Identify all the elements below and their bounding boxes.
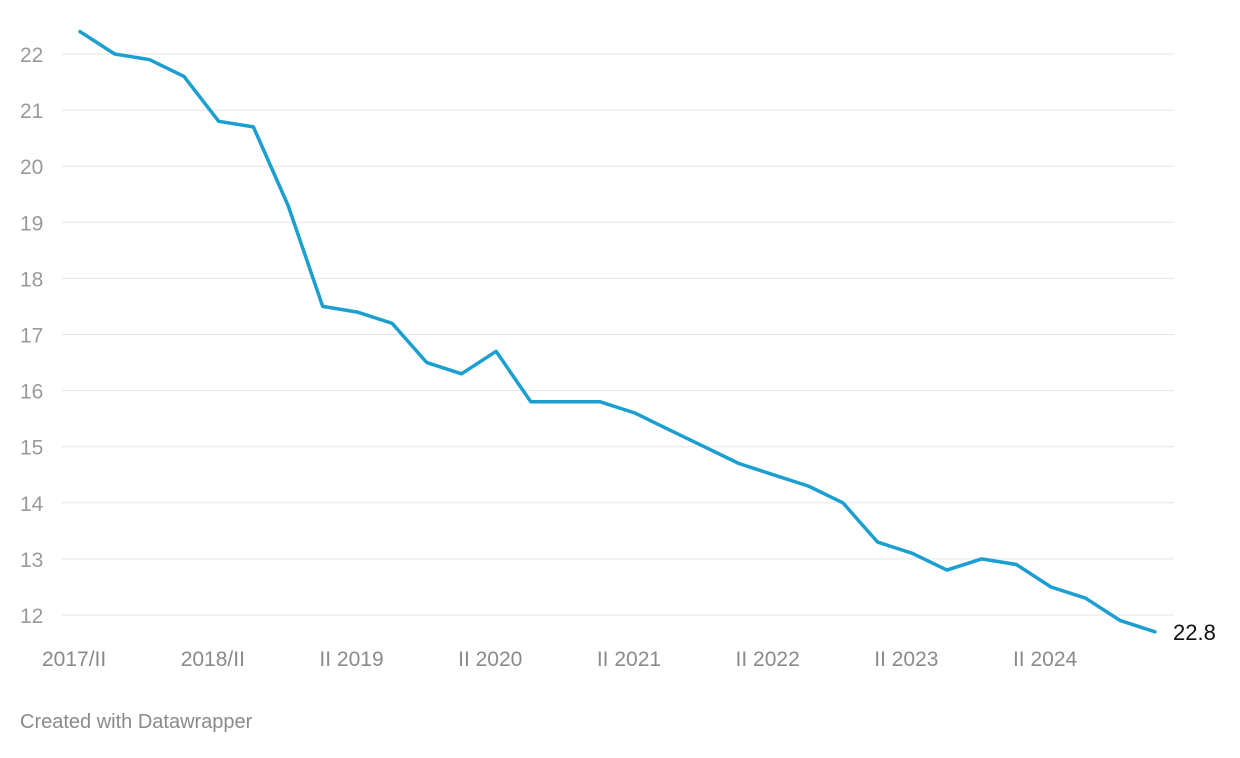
x-axis-ticks: 2017/II 2018/II II 2019 II 2020 II 2021 II 20… bbox=[42, 648, 1078, 671]
y-tick-label: 18 bbox=[20, 268, 43, 291]
y-tick-label: 15 bbox=[20, 437, 43, 460]
y-tick-label: 21 bbox=[20, 100, 43, 123]
x-tick-label: II 2024 bbox=[1013, 648, 1078, 671]
x-tick-label: 2018/II bbox=[181, 648, 245, 671]
y-tick-label: 19 bbox=[20, 212, 43, 235]
y-axis-ticks: 12 13 14 15 16 17 18 19 20 21 22 bbox=[20, 44, 44, 628]
y-tick-label: 20 bbox=[20, 156, 43, 179]
x-tick-label: II 2021 bbox=[597, 648, 661, 671]
y-tick-label: 16 bbox=[20, 381, 43, 404]
x-tick-label: II 2022 bbox=[736, 648, 800, 671]
series-line-0 bbox=[78, 29, 1157, 634]
grid-lines bbox=[62, 53, 1174, 616]
line-chart: 12 13 14 15 16 17 18 19 20 21 22 2017/II 2018/II II … bbox=[20, 29, 1216, 671]
end-value-label: 22.8 bbox=[1173, 620, 1216, 645]
y-tick-label: 22 bbox=[20, 44, 43, 67]
x-tick-label: 2017/II bbox=[42, 648, 106, 671]
y-tick-label: 17 bbox=[20, 325, 43, 348]
y-tick-label: 13 bbox=[20, 549, 43, 572]
x-tick-label: II 2023 bbox=[874, 648, 938, 671]
x-tick-label: II 2019 bbox=[319, 648, 383, 671]
footer-credit: Created with Datawrapper bbox=[20, 711, 253, 733]
x-tick-label: II 2020 bbox=[458, 648, 522, 671]
end-label-group: 22.8 bbox=[1173, 620, 1216, 645]
y-tick-label: 14 bbox=[20, 493, 44, 516]
series-group bbox=[78, 29, 1157, 634]
y-tick-label: 12 bbox=[20, 605, 43, 628]
